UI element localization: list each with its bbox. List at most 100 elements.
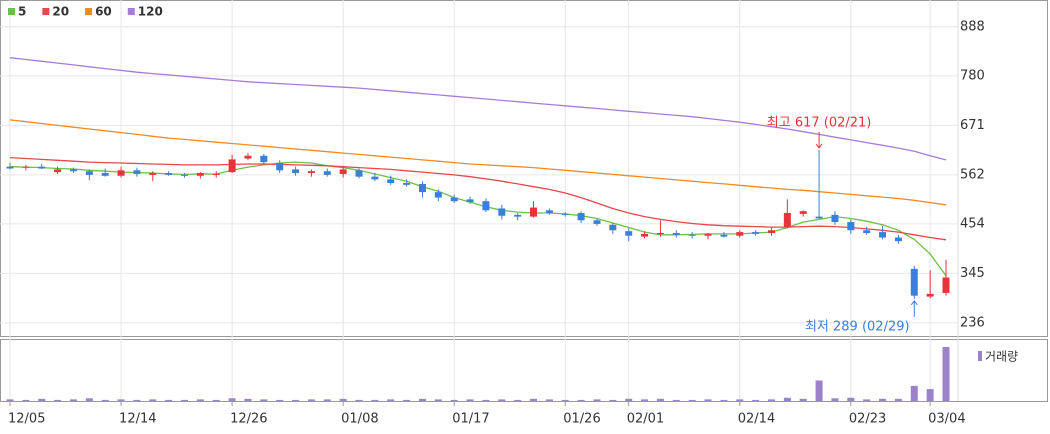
y-tick-label: 671: [960, 118, 985, 133]
volume-bar: [85, 398, 93, 401]
volume-bar: [307, 399, 315, 401]
volume-bar: [196, 399, 204, 401]
candle-body: [450, 197, 458, 202]
volume-bar: [894, 398, 902, 401]
candle-body: [434, 192, 442, 198]
volume-bar: [355, 399, 363, 401]
candle-body: [545, 210, 553, 214]
volume-bar: [799, 398, 807, 401]
candle-body: [879, 232, 887, 238]
x-tick-label: 01/17: [452, 412, 489, 427]
volume-panel: [0, 339, 1048, 402]
volume-bar: [625, 398, 633, 401]
volume-bar: [641, 399, 649, 401]
volume-bar: [577, 399, 585, 401]
candle-body: [292, 169, 300, 174]
volume-bar: [752, 399, 760, 401]
legend-label: 60: [95, 5, 112, 19]
volume-bar: [403, 399, 411, 401]
ma-line: [9, 119, 947, 206]
volume-bar: [545, 399, 553, 401]
volume-bar: [149, 399, 157, 401]
candle-body: [783, 213, 791, 227]
candle-body: [117, 170, 125, 176]
candle-body: [101, 173, 109, 176]
volume-bar: [276, 399, 284, 401]
price-panel: [0, 0, 1048, 337]
volume-bar: [767, 399, 775, 401]
volume-bar: [133, 399, 141, 401]
low-annotation: 최저 289 (02/29): [805, 319, 910, 334]
volume-bar: [847, 397, 855, 401]
volume-bar: [656, 398, 664, 401]
volume-bar: [482, 399, 490, 401]
volume-bar: [244, 398, 252, 401]
candle-body: [656, 232, 664, 234]
ma-line: [9, 161, 947, 277]
x-tick-label: 03/04: [928, 412, 965, 427]
volume-bar: [101, 399, 109, 401]
x-tick-label: 12/05: [8, 412, 45, 427]
volume-bar: [498, 399, 506, 401]
volume-bar: [926, 389, 934, 401]
y-tick-label: 780: [960, 68, 985, 83]
volume-bar: [69, 399, 77, 401]
volume-bar: [863, 399, 871, 401]
candle-body: [767, 230, 775, 233]
x-tick-label: 12/26: [230, 412, 267, 427]
legend-label: 5: [18, 5, 26, 19]
candle-body: [498, 208, 506, 216]
candle-body: [672, 232, 680, 235]
low-arrow: [910, 300, 918, 317]
candle-body: [577, 213, 585, 221]
high-annotation: 최고 617 (02/21): [767, 115, 872, 130]
candle-body: [418, 183, 426, 193]
candle-body: [688, 234, 696, 236]
candle-body: [6, 166, 14, 169]
candle-body: [276, 163, 284, 171]
volume-bar: [434, 399, 442, 401]
volume-bar: [593, 399, 601, 401]
volume-bar: [831, 398, 839, 401]
volume-bar: [339, 398, 347, 401]
volume-bar: [514, 399, 522, 401]
candle-body: [863, 230, 871, 233]
candle-body: [815, 216, 823, 219]
volume-bar: [530, 398, 538, 401]
candle-body: [910, 268, 918, 296]
candle-body: [847, 222, 855, 231]
volume-bar: [609, 399, 617, 401]
candle-body: [22, 166, 30, 168]
x-tick-label: 01/08: [341, 412, 378, 427]
candle-body: [54, 169, 62, 173]
ma-line: [9, 156, 947, 241]
ma-line: [9, 57, 947, 161]
volume-legend-label: 거래량: [985, 350, 1018, 364]
candle-body: [196, 173, 204, 176]
candle-body: [482, 201, 490, 211]
candle-body: [752, 232, 760, 234]
volume-bar: [815, 380, 823, 401]
volume-bar: [54, 399, 62, 401]
volume-bar: [22, 399, 30, 401]
y-tick-label: 345: [960, 266, 985, 281]
volume-bar: [371, 399, 379, 401]
candle-body: [894, 237, 902, 242]
candle-body: [561, 213, 569, 215]
volume-bar: [688, 399, 696, 401]
x-tick-label: 12/14: [119, 412, 156, 427]
candle-body: [69, 169, 77, 172]
volume-bar: [450, 399, 458, 401]
volume-legend-swatch: [978, 351, 982, 361]
volume-bar: [212, 399, 220, 401]
candle-body: [323, 171, 331, 175]
high-arrow: [815, 131, 823, 149]
volume-bar: [672, 399, 680, 401]
candle-body: [133, 170, 141, 174]
volume-bar: [323, 399, 331, 401]
volume-bar: [561, 399, 569, 401]
y-tick-label: 236: [960, 315, 985, 330]
volume-bar: [704, 399, 712, 401]
candle-body: [736, 232, 744, 236]
